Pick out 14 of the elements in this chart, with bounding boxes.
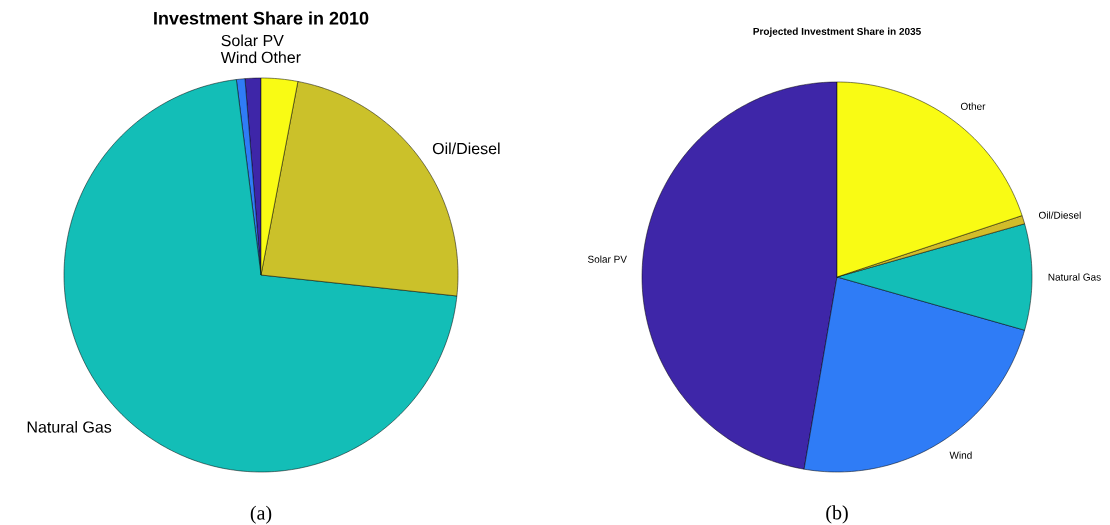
slice-label: Wind (220, 51, 257, 64)
text: (b) (826, 505, 848, 524)
slice-label: Oil/Diesel (432, 142, 500, 155)
text: (a) (250, 505, 272, 524)
chart-title: Investment Share in 2010 (154, 11, 369, 25)
slice-label: Other (960, 102, 986, 110)
slice-label: Other (261, 51, 301, 63)
chart-title: Projected Investment Share in 2035 (753, 27, 921, 37)
slice-label: Solar PV (221, 34, 284, 47)
slice-label: Natural Gas (1048, 273, 1101, 281)
slice-label: Natural Gas (27, 420, 112, 433)
slice-label: Oil/Diesel (1038, 211, 1081, 219)
slice-label: Wind (949, 451, 972, 459)
slice-label: Solar PV (587, 255, 627, 263)
